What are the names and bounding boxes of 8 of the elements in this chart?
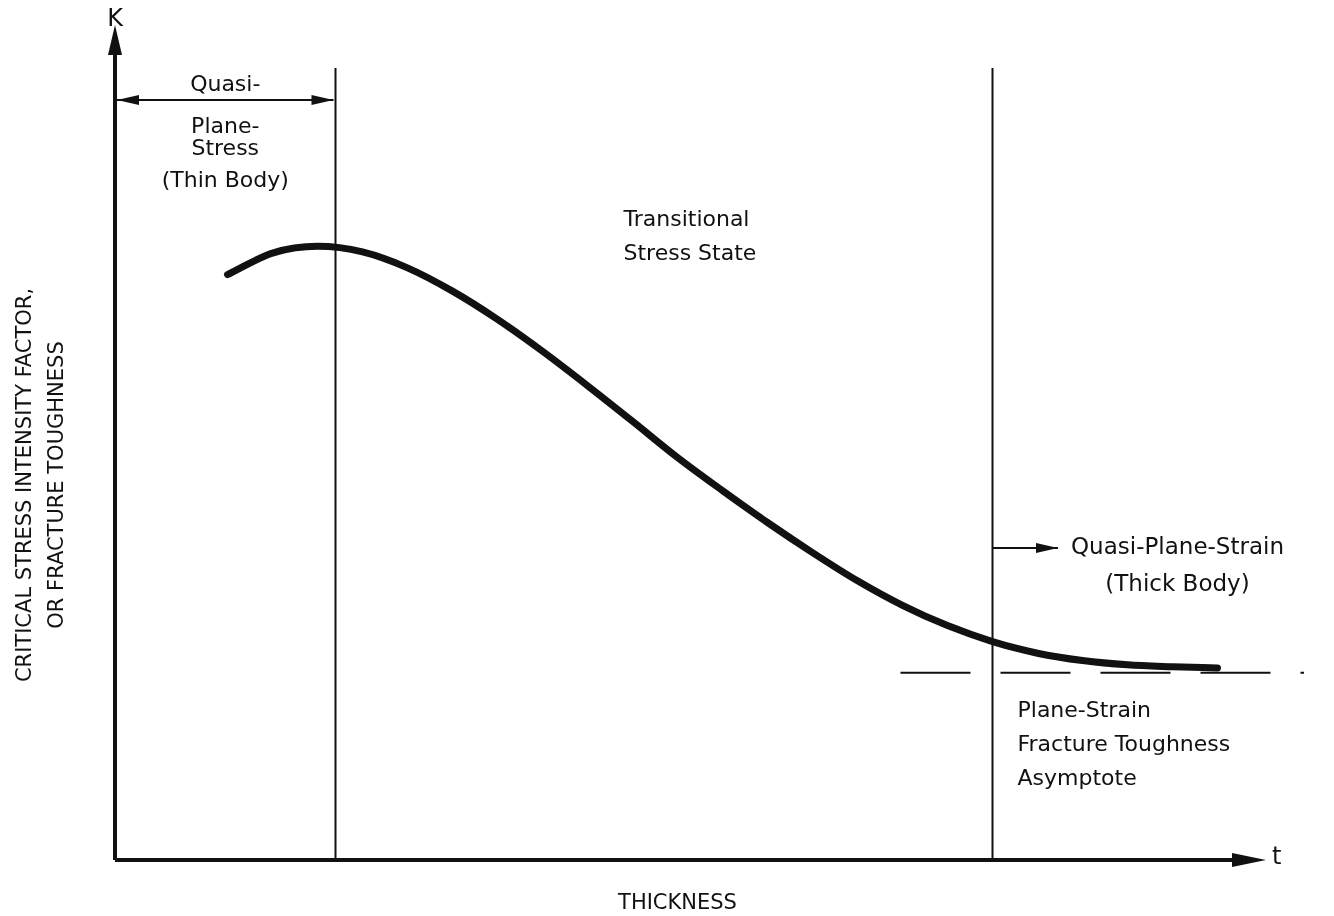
annotation: Transitional Stress State bbox=[622, 205, 757, 265]
text: K bbox=[107, 4, 125, 33]
ref-line-label: Plane-Strain Fracture Toughness Asymptote bbox=[1017, 696, 1231, 790]
text: t bbox=[1272, 842, 1282, 871]
annotation: Quasi-Plane-Strain (Thick Body) bbox=[1071, 532, 1284, 596]
text: Quasi- Plane- Stress (Thin Body) bbox=[161, 70, 289, 192]
x-axis-title: THICKNESS bbox=[617, 890, 737, 915]
y-axis-title: CRITICAL STRESS INTENSITY FACTOR, OR FRACTURE TOUGHNESS bbox=[12, 287, 69, 683]
